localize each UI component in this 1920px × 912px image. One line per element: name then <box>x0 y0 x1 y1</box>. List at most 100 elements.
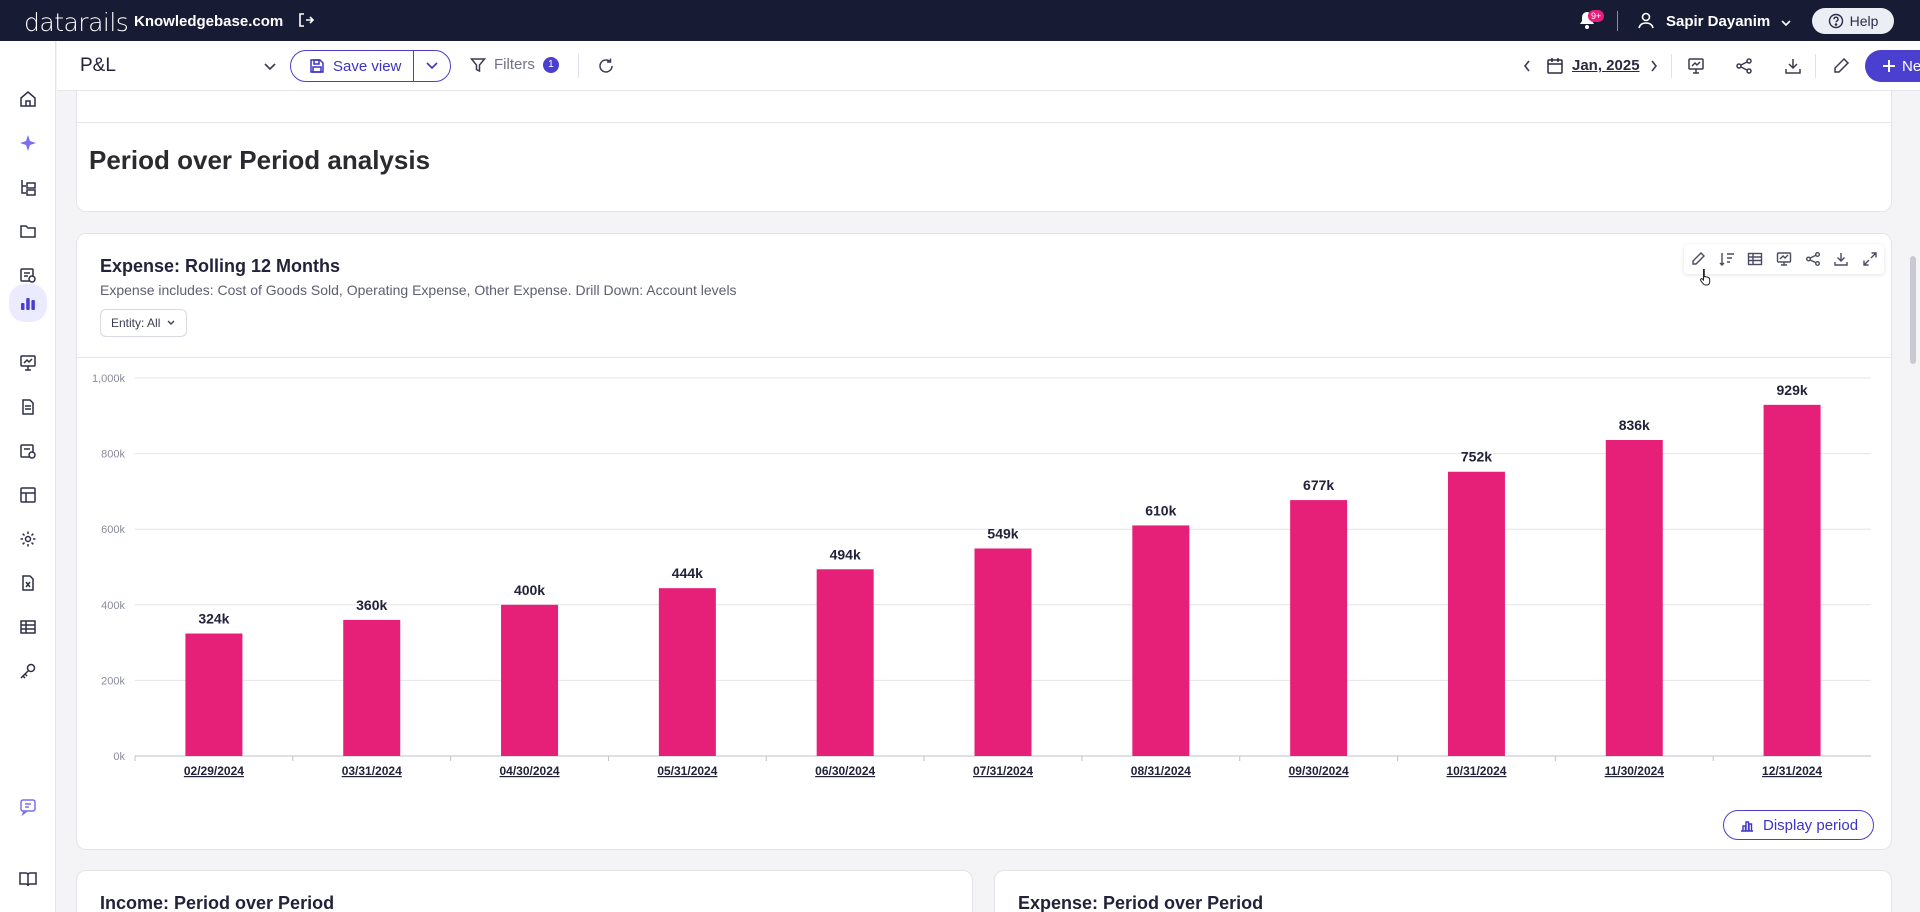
separator <box>1617 11 1618 31</box>
document-icon[interactable] <box>12 391 44 423</box>
toolbar: P&L Save view Filters 1 Jan, 2025 <box>57 41 1920 91</box>
hierarchy-icon[interactable] <box>12 171 44 203</box>
ai-sparkle-icon[interactable] <box>12 127 44 159</box>
view-name[interactable]: P&L <box>80 55 116 76</box>
y-tick-label: 600k <box>101 524 125 536</box>
table-layout-icon[interactable] <box>12 479 44 511</box>
chevron-down-icon <box>426 62 438 70</box>
edit-icon[interactable] <box>1832 57 1850 80</box>
table-icon[interactable] <box>1747 251 1763 267</box>
y-tick-label: 0k <box>113 751 125 763</box>
refresh-icon[interactable] <box>597 57 615 80</box>
x-tick-label[interactable]: 09/30/2024 <box>1289 764 1349 778</box>
y-tick-label: 800k <box>101 449 125 461</box>
data-label: 444k <box>672 565 703 581</box>
user-name[interactable]: Sapir Dayanim <box>1666 13 1771 30</box>
datarails-logo[interactable]: datarails <box>24 8 129 37</box>
separator <box>578 54 579 78</box>
x-tick-label[interactable]: 11/30/2024 <box>1605 764 1665 778</box>
presentation-icon[interactable] <box>1687 57 1705 80</box>
bar <box>501 604 559 756</box>
presentation-icon[interactable] <box>12 347 44 379</box>
save-view-dropdown[interactable] <box>414 51 450 81</box>
bar <box>816 569 874 756</box>
new-label: New <box>1901 57 1920 75</box>
display-period-button[interactable]: Display period <box>1723 810 1875 840</box>
chevron-down-icon[interactable] <box>1780 15 1792 33</box>
divider <box>77 122 1891 123</box>
question-icon <box>1828 13 1843 29</box>
data-label: 677k <box>1303 477 1334 493</box>
scheduled-settings-icon[interactable] <box>12 435 44 467</box>
entity-filter-dropdown[interactable]: Entity: All <box>100 309 188 337</box>
expense-chart-card: Expense: Rolling 12 Months Expense inclu… <box>76 233 1892 850</box>
folder-icon[interactable] <box>12 215 44 247</box>
report-settings-icon[interactable] <box>12 259 44 291</box>
card-title: Income: Period over Period <box>100 893 335 912</box>
sidebar <box>0 41 56 912</box>
data-label: 929k <box>1777 382 1808 398</box>
card-toolbar <box>1684 244 1884 274</box>
data-label: 549k <box>987 525 1018 541</box>
x-tick-label[interactable]: 10/31/2024 <box>1446 764 1506 778</box>
expense-bar-chart: 0k 200k 400k 600k 800k 1,000k 324k 02/29/2024 36… <box>92 373 1871 778</box>
filter-icon <box>470 57 486 72</box>
chat-icon[interactable] <box>12 791 44 823</box>
x-tick-label[interactable]: 03/31/2024 <box>342 764 402 778</box>
dashboard-icon[interactable] <box>9 284 47 322</box>
expand-icon[interactable] <box>1862 251 1878 267</box>
x-tick-label[interactable]: 07/31/2024 <box>973 764 1033 778</box>
download-icon[interactable] <box>1784 57 1802 80</box>
top-bar: datarails Knowledgebase.com 9+ Sapir Day… <box>0 0 1920 41</box>
sort-icon[interactable] <box>1719 251 1735 267</box>
bar <box>343 619 401 756</box>
previous-period-icon[interactable] <box>1522 59 1532 78</box>
calendar-icon[interactable] <box>1546 57 1564 80</box>
help-label: Help <box>1849 13 1879 29</box>
chart-title: Expense: Rolling 12 Months <box>100 256 341 276</box>
save-icon <box>310 59 324 73</box>
presentation-icon[interactable] <box>1776 251 1792 267</box>
grid-icon[interactable] <box>12 611 44 643</box>
divider <box>77 357 1891 358</box>
bar <box>974 548 1032 756</box>
help-button[interactable]: Help <box>1812 8 1894 34</box>
key-icon[interactable] <box>12 655 44 687</box>
x-tick-label[interactable]: 08/31/2024 <box>1131 764 1191 778</box>
bar <box>1447 471 1505 756</box>
gear-icon[interactable] <box>12 523 44 555</box>
knowledge-book-icon[interactable] <box>12 863 44 895</box>
download-icon[interactable] <box>1833 251 1849 267</box>
mouse-cursor-icon <box>1699 268 1713 291</box>
y-tick-label: 200k <box>101 675 125 687</box>
share-icon[interactable] <box>1805 251 1821 267</box>
bar <box>1763 404 1821 756</box>
section-title: Period over Period analysis <box>89 145 431 175</box>
chevron-down-icon <box>167 320 175 325</box>
share-icon[interactable] <box>1735 57 1753 80</box>
company-name[interactable]: Knowledgebase.com <box>134 13 284 30</box>
scrollbar[interactable] <box>1910 256 1916 364</box>
home-icon[interactable] <box>12 83 44 115</box>
data-label: 610k <box>1145 502 1176 518</box>
user-icon[interactable] <box>1637 11 1655 34</box>
edit-icon[interactable] <box>1690 251 1706 267</box>
filters-button[interactable]: Filters 1 <box>470 56 559 73</box>
x-tick-label[interactable]: 05/31/2024 <box>657 764 717 778</box>
x-tick-label[interactable]: 04/30/2024 <box>500 764 560 778</box>
new-button[interactable]: New <box>1865 50 1920 82</box>
excel-export-icon[interactable] <box>12 567 44 599</box>
save-view-button[interactable]: Save view <box>291 51 415 81</box>
save-view-label: Save view <box>333 57 402 75</box>
bar <box>658 588 716 756</box>
next-period-icon[interactable] <box>1649 59 1659 78</box>
period-date[interactable]: Jan, 2025 <box>1572 57 1640 74</box>
bar <box>1605 439 1663 756</box>
x-tick-label[interactable]: 12/31/2024 <box>1762 764 1822 778</box>
data-label: 836k <box>1619 417 1650 433</box>
chevron-down-icon[interactable] <box>263 59 277 77</box>
x-tick-label[interactable]: 06/30/2024 <box>815 764 875 778</box>
x-tick-label[interactable]: 02/29/2024 <box>184 764 244 778</box>
separator <box>1671 54 1672 78</box>
logout-icon[interactable] <box>297 11 315 34</box>
